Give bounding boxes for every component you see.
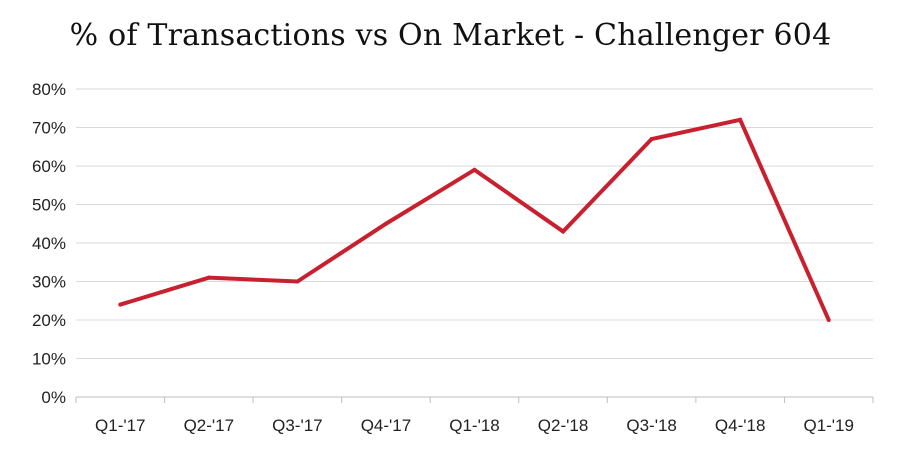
y-tick-label: 30% [32,273,66,292]
chart-title: % of Transactions vs On Market - Challen… [69,18,832,53]
y-tick-label: 0% [41,388,66,407]
x-axis-ticks: Q1-'17 Q2-'17 Q3-'17 Q4-'17 Q1-'18 Q2-'18 Q3-'… [95,416,854,435]
x-tick-label: Q3-'18 [626,416,677,435]
y-tick-label: 80% [32,80,66,99]
y-tick-label: 60% [32,157,66,176]
data-point [206,275,211,280]
data-point [738,117,743,122]
x-axis [75,396,874,403]
y-tick-label: 50% [32,196,66,215]
data-point [118,302,123,307]
x-tick-label: Q4-'18 [715,416,766,435]
y-tick-label: 20% [32,311,66,330]
series-line [119,117,831,321]
data-point [649,137,654,142]
x-tick-label: Q3-'17 [272,416,323,435]
y-tick-label: 70% [32,119,66,138]
x-tick-label: Q2-'18 [538,416,589,435]
series-group [118,117,831,322]
y-tick-label: 10% [32,350,66,369]
y-tick-label: 40% [32,234,66,253]
x-tick-label: Q4-'17 [361,416,412,435]
x-tick-label: Q1-'19 [803,416,854,435]
data-point [472,167,477,172]
x-tick-label: Q1-'18 [449,416,500,435]
data-point [561,229,566,234]
gridlines [76,88,873,359]
x-tick-label: Q1-'17 [95,416,146,435]
x-tick-label: Q2-'17 [184,416,235,435]
data-point [295,279,300,284]
y-axis-ticks: 0% 10% 20% 30% 40% 50% 60% 70% 80% [32,80,66,407]
data-point [826,318,831,322]
data-point [383,221,388,226]
